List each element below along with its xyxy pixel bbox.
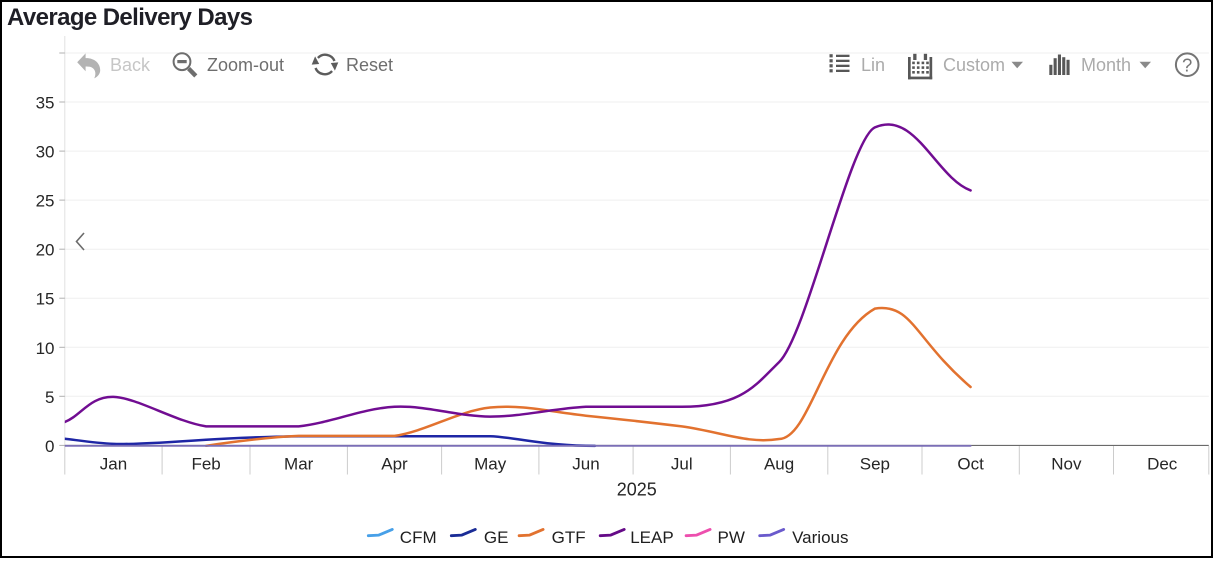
svg-text:Sep: Sep [860, 455, 890, 474]
svg-text:Back: Back [110, 55, 151, 75]
svg-text:GE: GE [484, 528, 509, 547]
svg-text:35: 35 [36, 94, 55, 113]
svg-text:GTF: GTF [552, 528, 586, 547]
svg-text:Various: Various [792, 528, 848, 547]
svg-text:5: 5 [45, 388, 54, 407]
svg-text:15: 15 [36, 290, 55, 309]
svg-text:25: 25 [36, 192, 55, 211]
svg-text:Jun: Jun [572, 455, 599, 474]
svg-text:Dec: Dec [1147, 455, 1178, 474]
svg-text:Average Delivery Days: Average Delivery Days [7, 4, 253, 31]
svg-text:Nov: Nov [1051, 455, 1082, 474]
svg-text:Custom: Custom [943, 55, 1005, 75]
svg-text:2025: 2025 [617, 480, 657, 500]
svg-text:10: 10 [36, 339, 55, 358]
svg-text:May: May [474, 455, 507, 474]
svg-text:20: 20 [36, 241, 55, 260]
svg-text:Oct: Oct [957, 455, 984, 474]
svg-text:30: 30 [36, 143, 55, 162]
svg-text:LEAP: LEAP [630, 528, 673, 547]
svg-text:Apr: Apr [381, 455, 408, 474]
svg-text:Feb: Feb [191, 455, 220, 474]
svg-text:Mar: Mar [284, 455, 314, 474]
svg-text:Jul: Jul [671, 455, 693, 474]
svg-text:PW: PW [718, 528, 745, 547]
svg-text:Aug: Aug [764, 455, 794, 474]
svg-text:Reset: Reset [346, 55, 393, 75]
svg-text:0: 0 [45, 437, 54, 456]
svg-text:Lin: Lin [861, 55, 885, 75]
svg-text:Jan: Jan [100, 455, 127, 474]
svg-text:Zoom-out: Zoom-out [207, 55, 284, 75]
svg-text:CFM: CFM [400, 528, 437, 547]
svg-text:Month: Month [1081, 55, 1131, 75]
svg-text:?: ? [1182, 55, 1192, 76]
